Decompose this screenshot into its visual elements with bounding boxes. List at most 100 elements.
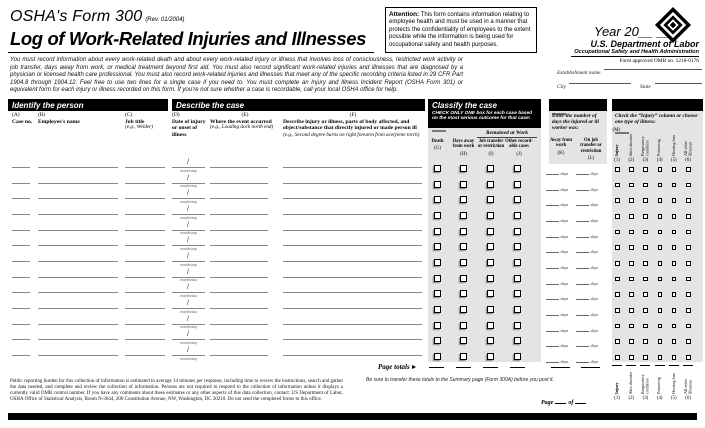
days-restricted-line[interactable] — [576, 278, 589, 285]
days-away-line[interactable] — [546, 246, 559, 254]
days-away-checkbox[interactable] — [460, 321, 467, 329]
poisoning-checkbox[interactable] — [657, 245, 663, 250]
skin-disorder-checkbox[interactable] — [629, 339, 634, 344]
poisoning-checkbox[interactable] — [657, 167, 663, 172]
injury-description-field[interactable] — [283, 191, 422, 200]
death-checkbox[interactable] — [433, 321, 441, 329]
illness-total-field[interactable] — [612, 360, 623, 366]
days-restricted-line[interactable] — [576, 231, 589, 238]
poisoning-checkbox[interactable] — [657, 323, 663, 329]
injury-checkbox[interactable] — [615, 261, 620, 266]
injury-checkbox[interactable] — [615, 323, 620, 329]
days-restricted-line[interactable] — [576, 325, 589, 332]
days-away-checkbox[interactable] — [460, 259, 467, 267]
poisoning-checkbox[interactable] — [657, 355, 663, 360]
poisoning-checkbox[interactable] — [657, 198, 663, 203]
days-away-count-field[interactable]: days — [546, 178, 568, 196]
days-restricted-count-field[interactable]: days — [576, 178, 598, 196]
respiratory-condition-checkbox[interactable] — [643, 182, 648, 188]
respiratory-condition-checkbox[interactable] — [643, 245, 648, 250]
job-title-field[interactable] — [125, 270, 165, 278]
days-away-count-field[interactable]: days — [546, 350, 568, 368]
days-away-checkbox[interactable] — [460, 290, 467, 298]
case-number-field[interactable] — [12, 348, 30, 357]
injury-checkbox[interactable] — [615, 229, 620, 235]
all-other-illness-checkbox[interactable] — [686, 355, 691, 360]
skin-disorder-checkbox[interactable] — [629, 261, 634, 266]
days-restricted-line[interactable] — [576, 340, 589, 348]
other-recordable-checkbox[interactable] — [513, 243, 521, 251]
days-away-line[interactable] — [546, 199, 559, 207]
days-away-checkbox[interactable] — [460, 306, 467, 314]
injury-checkbox[interactable] — [615, 198, 620, 203]
days-away-line[interactable] — [546, 215, 559, 222]
event-location-field[interactable] — [210, 348, 268, 357]
event-location-field[interactable] — [210, 285, 268, 294]
employee-name-field[interactable] — [38, 238, 118, 247]
event-location-field[interactable] — [210, 301, 268, 310]
illness-total-field[interactable] — [683, 360, 694, 366]
injury-date-field[interactable]: / month/day — [172, 331, 205, 345]
case-number-field[interactable] — [12, 301, 30, 310]
all-other-illness-checkbox[interactable] — [686, 182, 691, 188]
death-checkbox[interactable] — [433, 212, 441, 219]
job-transfer-checkbox[interactable] — [487, 321, 494, 329]
injury-description-field[interactable] — [283, 317, 422, 325]
days-away-count-field[interactable]: days — [546, 287, 568, 305]
days-restricted-count-field[interactable]: days — [576, 303, 598, 321]
days-away-count-field[interactable]: days — [546, 162, 568, 180]
days-away-checkbox[interactable] — [460, 353, 467, 361]
other-recordable-checkbox[interactable] — [513, 165, 521, 172]
other-recordable-checkbox[interactable] — [513, 321, 521, 329]
injury-date-field[interactable]: / month/day — [172, 253, 205, 267]
injury-description-field[interactable] — [283, 270, 422, 278]
event-location-field[interactable] — [210, 317, 268, 325]
city-field[interactable] — [569, 78, 631, 84]
job-title-field[interactable] — [125, 238, 165, 247]
death-checkbox[interactable] — [433, 243, 441, 251]
job-transfer-checkbox[interactable] — [487, 243, 494, 251]
job-transfer-checkbox[interactable] — [487, 290, 494, 298]
job-transfer-checkbox[interactable] — [487, 337, 494, 345]
employee-name-field[interactable] — [38, 191, 118, 200]
days-restricted-count-field[interactable]: days — [576, 272, 598, 290]
case-number-field[interactable] — [12, 238, 30, 247]
other-recordable-checkbox[interactable] — [513, 227, 521, 235]
days-away-line[interactable] — [546, 293, 559, 301]
injury-date-field[interactable]: / month/day — [172, 190, 205, 204]
injury-description-field[interactable] — [283, 254, 422, 263]
skin-disorder-checkbox[interactable] — [629, 323, 634, 329]
job-title-field[interactable] — [125, 191, 165, 200]
respiratory-condition-checkbox[interactable] — [643, 167, 648, 172]
death-checkbox[interactable] — [433, 180, 441, 188]
days-restricted-line[interactable] — [576, 309, 589, 317]
days-restricted-line[interactable] — [576, 184, 589, 191]
injury-description-field[interactable] — [283, 285, 422, 294]
job-transfer-checkbox[interactable] — [487, 165, 494, 172]
case-number-field[interactable] — [12, 270, 30, 278]
respiratory-condition-checkbox[interactable] — [643, 355, 648, 360]
total-other-cases-field[interactable] — [509, 362, 525, 368]
injury-description-field[interactable] — [283, 332, 422, 341]
all-other-illness-checkbox[interactable] — [686, 167, 691, 172]
days-away-count-field[interactable]: days — [546, 319, 568, 337]
job-transfer-checkbox[interactable] — [487, 353, 494, 361]
injury-description-field[interactable] — [283, 160, 422, 168]
injury-checkbox[interactable] — [615, 308, 620, 313]
days-away-count-field[interactable]: days — [546, 334, 568, 352]
other-recordable-checkbox[interactable] — [513, 274, 521, 282]
days-restricted-count-field[interactable]: days — [576, 162, 598, 180]
days-restricted-count-field[interactable]: days — [576, 209, 598, 227]
injury-date-field[interactable]: / month/day — [172, 316, 205, 329]
case-number-field[interactable] — [12, 207, 30, 215]
hearing-loss-checkbox[interactable] — [671, 261, 677, 266]
poisoning-checkbox[interactable] — [657, 339, 663, 344]
days-restricted-line[interactable] — [576, 215, 589, 222]
injury-description-field[interactable] — [283, 301, 422, 310]
injury-date-field[interactable]: / month/day — [172, 206, 205, 220]
case-number-field[interactable] — [12, 285, 30, 294]
skin-disorder-checkbox[interactable] — [629, 229, 634, 235]
death-checkbox[interactable] — [433, 196, 441, 204]
injury-checkbox[interactable] — [615, 245, 620, 250]
days-away-count-field[interactable]: days — [546, 272, 568, 290]
